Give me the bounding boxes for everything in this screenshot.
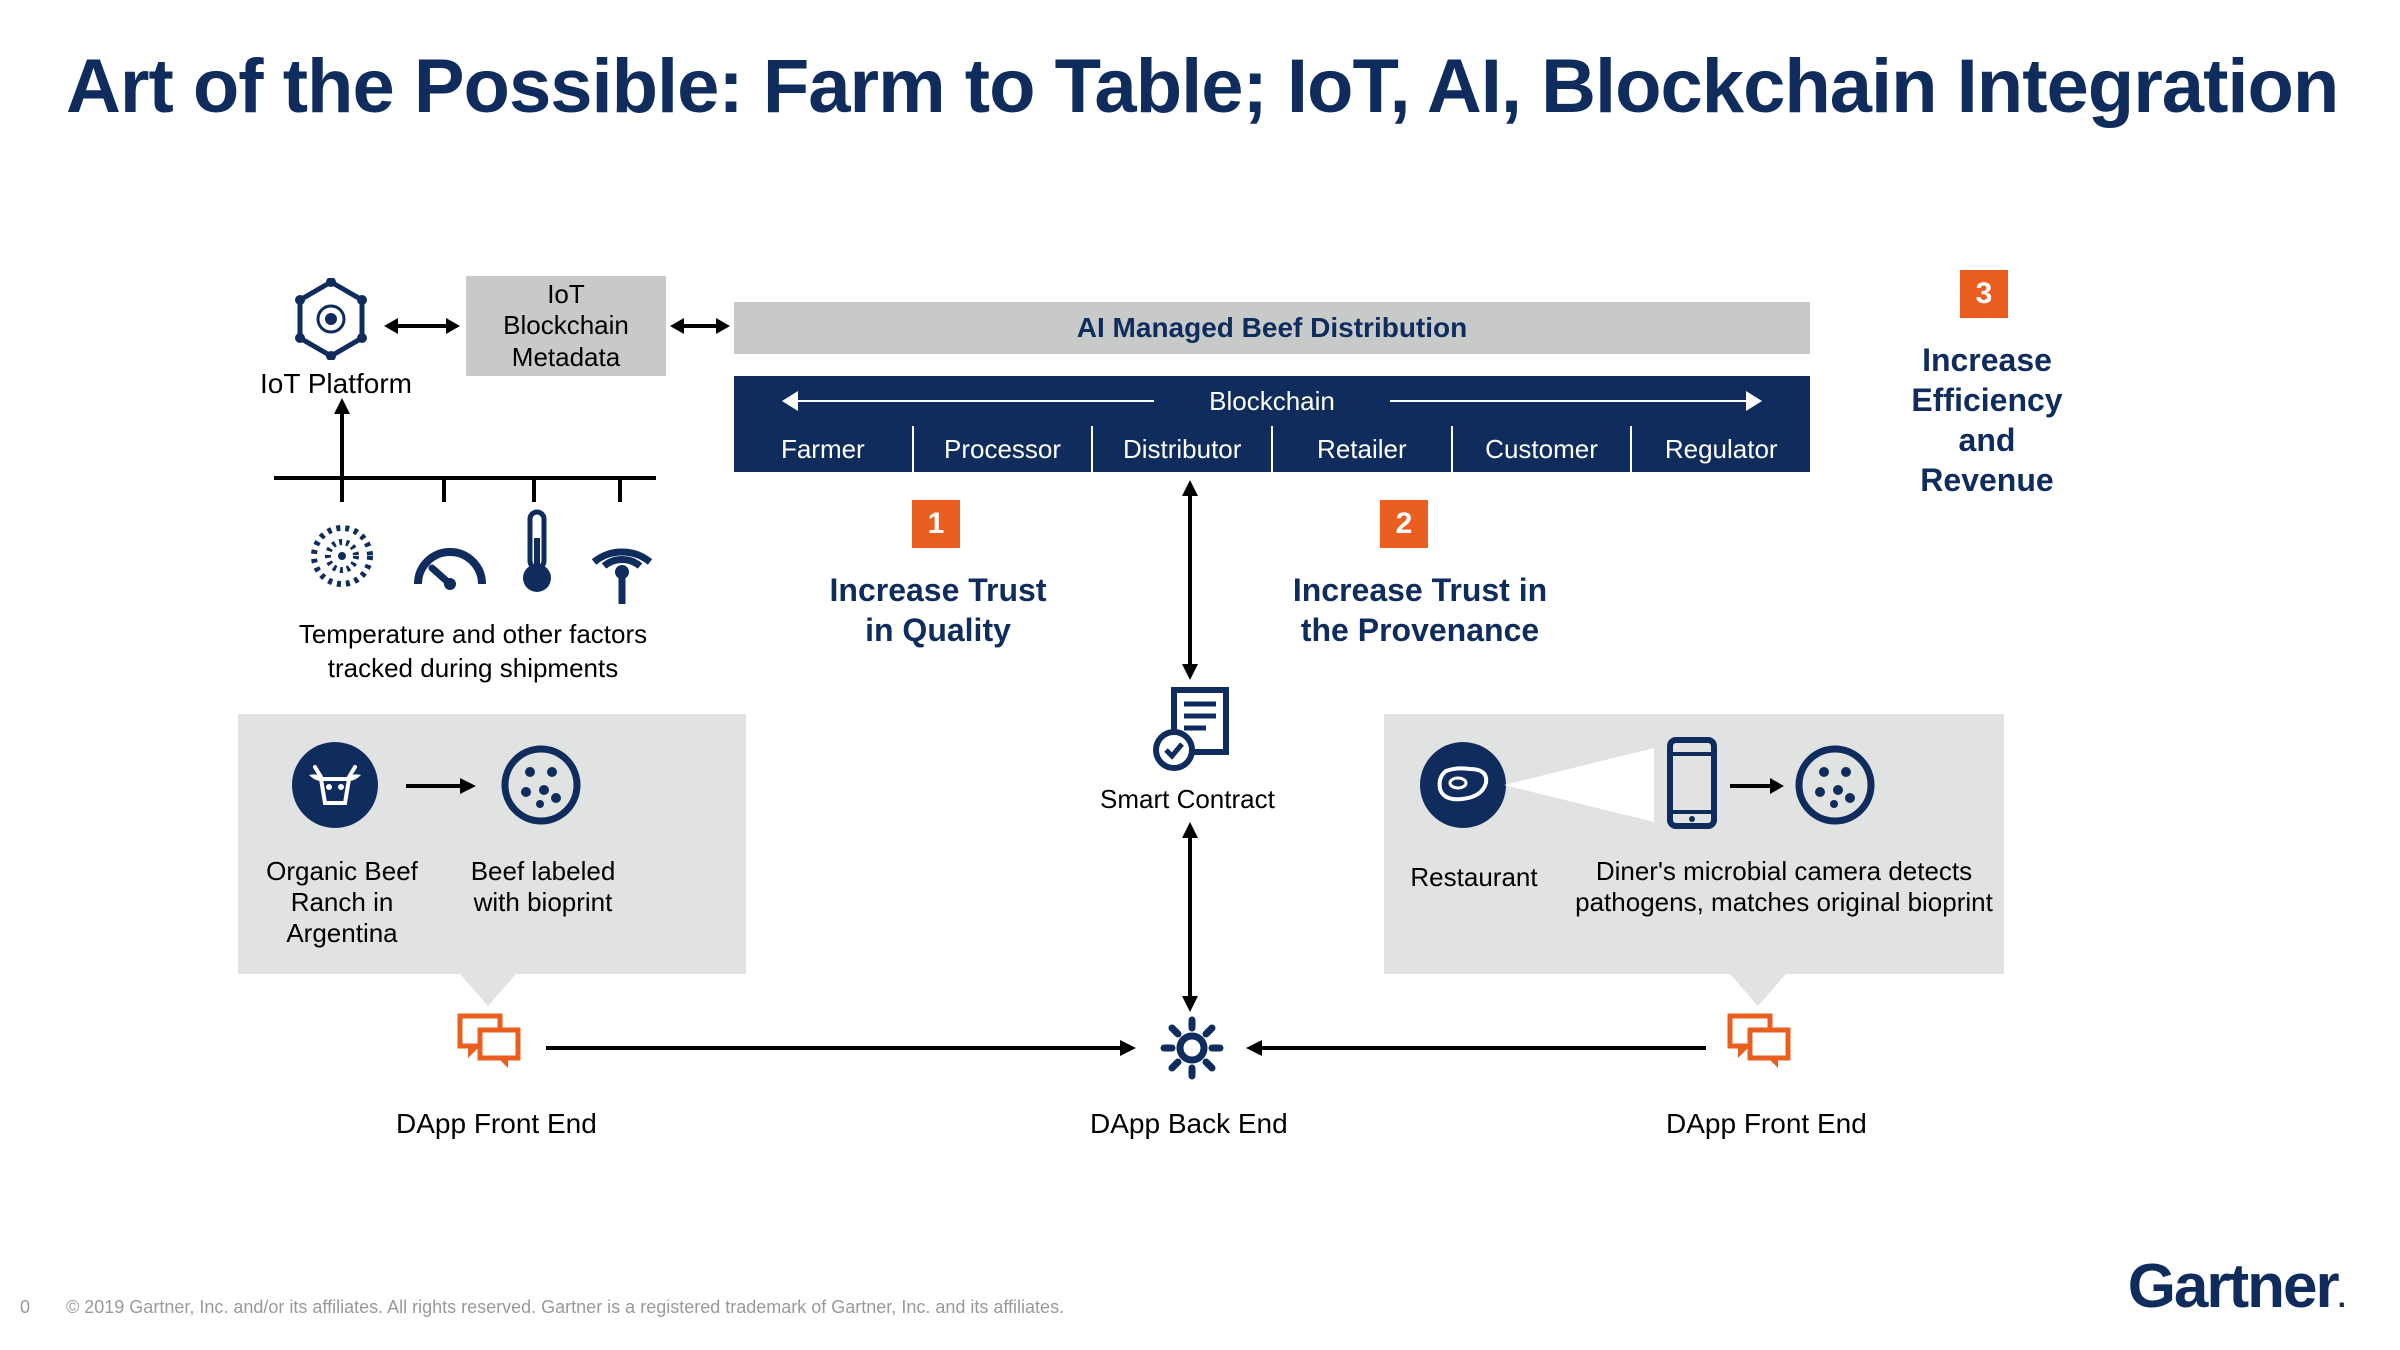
- blockchain-bar: Blockchain Farmer Processor Distributor …: [734, 376, 1810, 472]
- cow-icon: [292, 742, 378, 828]
- arrow-left-gear: [546, 1036, 1136, 1060]
- benefit-1-label: Increase Trust in Quality: [798, 570, 1078, 650]
- benefit-3: 3: [1960, 270, 2008, 332]
- smart-contract-label: Smart Contract: [1100, 784, 1275, 815]
- steak-icon: [1420, 742, 1506, 828]
- bc-cell-farmer: Farmer: [734, 426, 914, 472]
- arrow-right-gear: [1246, 1036, 1706, 1060]
- arrow-cow-bio: [406, 774, 476, 798]
- phone-icon: [1664, 736, 1720, 830]
- bc-cell-processor: Processor: [914, 426, 1094, 472]
- arrow-hex-metadata: [384, 314, 460, 338]
- benefit-3-num: 3: [1960, 270, 2008, 318]
- dapp-front-left: DApp Front End: [396, 1108, 597, 1140]
- benefit-2: 2: [1380, 500, 1428, 566]
- sensor-icons: [274, 474, 656, 612]
- bc-cell-customer: Customer: [1453, 426, 1633, 472]
- dapp-back: DApp Back End: [1090, 1108, 1288, 1140]
- blockchain-header: Blockchain: [734, 376, 1810, 426]
- blockchain-header-text: Blockchain: [1209, 386, 1335, 417]
- dapp-front-right: DApp Front End: [1666, 1108, 1867, 1140]
- ai-banner: AI Managed Beef Distribution: [734, 302, 1810, 354]
- arrow-down-blockchain: [1178, 480, 1202, 680]
- metadata-box: IoT Blockchain Metadata: [466, 276, 666, 376]
- ranch-label: Organic Beef Ranch in Argentina: [252, 856, 432, 949]
- chat-icon-right: [1726, 1012, 1792, 1070]
- restaurant-label: Restaurant: [1404, 862, 1544, 893]
- arrow-phone-bio: [1730, 774, 1784, 798]
- bc-cell-distributor: Distributor: [1093, 426, 1273, 472]
- gear-icon: [1156, 1012, 1228, 1084]
- spotlight-icon: [1504, 742, 1654, 828]
- diner-label: Diner's microbial camera detects pathoge…: [1574, 856, 1994, 918]
- metadata-text: IoT Blockchain Metadata: [503, 279, 629, 373]
- right-box-tail: [1730, 974, 1786, 1006]
- bioprint-icon: [498, 742, 584, 828]
- gartner-logo: Gartner.: [2128, 1251, 2344, 1322]
- chat-icon-left: [456, 1012, 522, 1070]
- slide-title: Art of the Possible: Farm to Table; IoT,…: [66, 46, 2338, 128]
- benefit-3-label: Increase Efficiency and Revenue: [1870, 340, 2104, 500]
- arrow-sc-backend: [1178, 822, 1202, 1012]
- blockchain-cells: Farmer Processor Distributor Retailer Cu…: [734, 426, 1810, 472]
- bioprint-label: Beef labeled with bioprint: [458, 856, 628, 918]
- bc-cell-regulator: Regulator: [1632, 426, 1810, 472]
- benefit-2-num: 2: [1380, 500, 1428, 548]
- benefit-1-num: 1: [912, 500, 960, 548]
- smart-contract-icon: [1148, 684, 1238, 774]
- right-box: Restaurant Diner's microbial camera dete…: [1384, 714, 2004, 974]
- bc-cell-retailer: Retailer: [1273, 426, 1453, 472]
- page-number: 0: [20, 1297, 30, 1318]
- benefit-2-label: Increase Trust in the Provenance: [1270, 570, 1570, 650]
- arrow-up-iot: [330, 398, 354, 478]
- arrow-metadata-ai: [670, 314, 730, 338]
- copyright: © 2019 Gartner, Inc. and/or its affiliat…: [66, 1297, 1064, 1318]
- bioprint-icon-2: [1792, 742, 1878, 828]
- benefit-1: 1: [912, 500, 960, 566]
- left-box: Organic Beef Ranch in Argentina Beef lab…: [238, 714, 746, 974]
- left-box-tail: [460, 974, 516, 1006]
- iot-platform-icon: [290, 278, 372, 360]
- iot-platform-label: IoT Platform: [260, 368, 412, 400]
- sensor-caption: Temperature and other factors tracked du…: [268, 618, 678, 686]
